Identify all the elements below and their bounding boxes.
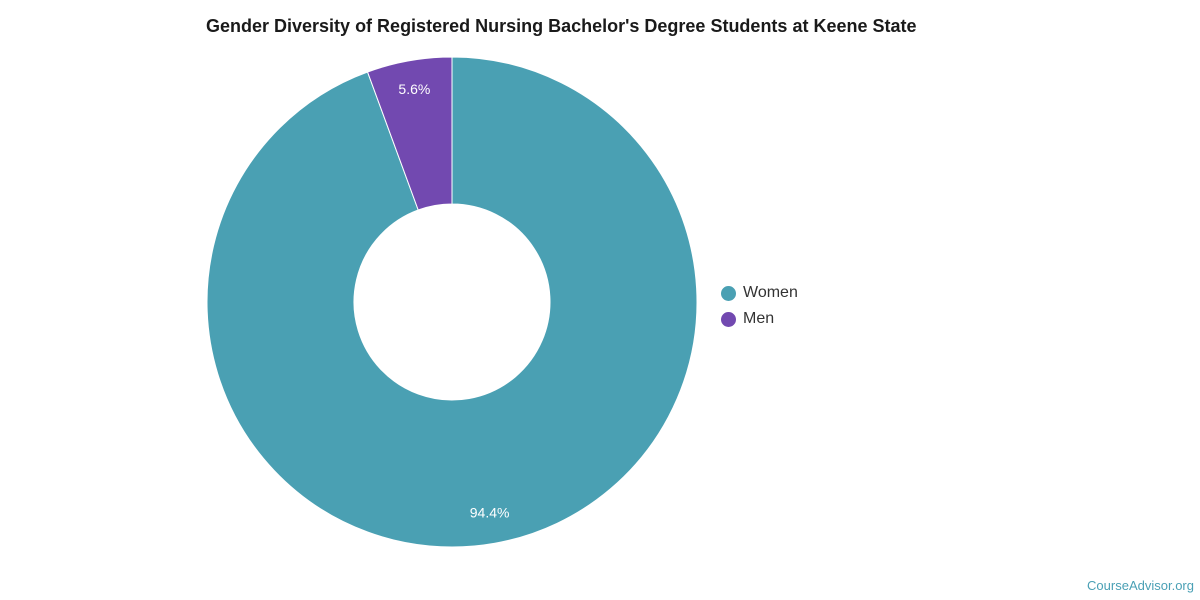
slice-labels-group: 94.4% 5.6% [398,81,509,520]
legend-label-men: Men [743,310,775,327]
slice-men[interactable] [366,56,453,211]
legend-item-men[interactable]: Men [721,306,798,332]
legend-label-women: Women [743,284,798,301]
slices-group [206,56,698,548]
legend-swatch-men [721,311,736,327]
legend: Women Men [721,280,798,332]
chart-title: Gender Diversity of Registered Nursing B… [206,16,917,36]
slice-women[interactable] [206,56,698,548]
slice-label-men: 5.6% [398,81,430,97]
slice-label-women: 94.4% [470,504,510,520]
legend-swatch-women [721,285,736,301]
watermark: CourseAdvisor.org [1087,578,1194,593]
legend-item-women[interactable]: Women [721,280,798,306]
